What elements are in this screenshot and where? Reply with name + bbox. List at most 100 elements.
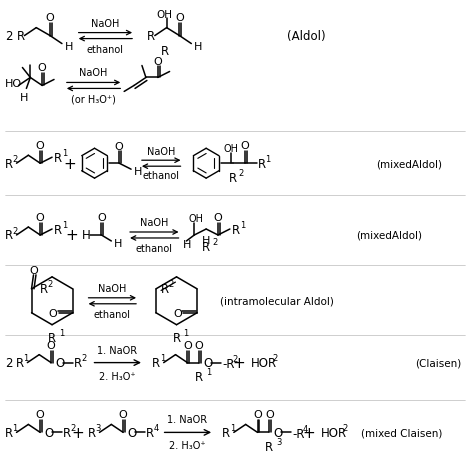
Text: 2: 2 — [273, 353, 278, 363]
Text: R: R — [48, 332, 56, 344]
Text: 2: 2 — [82, 353, 87, 363]
Text: NaOH: NaOH — [91, 19, 119, 29]
Text: 1: 1 — [265, 154, 271, 163]
Text: 1. NaOR: 1. NaOR — [167, 414, 208, 425]
Text: HOR: HOR — [251, 357, 277, 369]
Text: (mixedAldol): (mixedAldol) — [356, 231, 422, 240]
Text: O: O — [195, 340, 204, 350]
Text: O: O — [154, 56, 162, 66]
Text: R: R — [17, 30, 25, 43]
Text: +: + — [64, 156, 76, 171]
Text: O: O — [97, 213, 106, 223]
Text: 1: 1 — [240, 220, 245, 229]
Text: -R: -R — [292, 427, 305, 440]
Text: ethanol: ethanol — [135, 244, 173, 253]
Text: R: R — [5, 426, 13, 439]
Text: R: R — [5, 157, 13, 170]
Text: O: O — [173, 308, 182, 318]
Text: R: R — [229, 171, 237, 184]
Text: (mixedAldol): (mixedAldol) — [376, 159, 442, 169]
Text: ethanol: ethanol — [87, 44, 124, 55]
Text: NaOH: NaOH — [98, 283, 127, 293]
Text: R: R — [232, 223, 240, 236]
Text: ethanol: ethanol — [94, 309, 131, 319]
Text: O: O — [55, 357, 64, 369]
Text: R: R — [257, 157, 265, 170]
Text: H: H — [134, 167, 142, 177]
Text: R: R — [63, 426, 71, 439]
Text: O: O — [127, 426, 137, 439]
Text: +: + — [232, 355, 245, 370]
Text: O: O — [203, 357, 212, 369]
Text: (mixed Claisen): (mixed Claisen) — [361, 427, 442, 438]
Text: O: O — [48, 308, 57, 318]
Text: R: R — [202, 241, 210, 254]
Text: -R: -R — [222, 357, 235, 370]
Text: 1: 1 — [62, 220, 67, 229]
Text: +: + — [65, 228, 78, 243]
Text: 1: 1 — [206, 367, 211, 376]
Text: 2: 2 — [5, 30, 12, 43]
Text: 2: 2 — [212, 238, 218, 247]
Text: 3: 3 — [96, 423, 101, 432]
Text: 2: 2 — [5, 357, 12, 369]
Text: +: + — [72, 425, 84, 440]
Text: R: R — [54, 151, 62, 164]
Text: R: R — [54, 223, 62, 236]
Text: 1: 1 — [160, 353, 165, 363]
Text: O: O — [29, 265, 38, 275]
Text: 1: 1 — [230, 423, 235, 432]
Text: 2: 2 — [47, 280, 53, 289]
Text: O: O — [46, 13, 55, 23]
Text: R: R — [161, 283, 169, 296]
Text: R: R — [265, 440, 273, 453]
Text: 3: 3 — [276, 437, 282, 446]
Text: (intramolecular Aldol): (intramolecular Aldol) — [220, 296, 334, 306]
Text: R: R — [173, 332, 181, 344]
Text: R: R — [88, 426, 96, 439]
Text: O: O — [240, 141, 249, 151]
Text: HOR: HOR — [321, 426, 347, 439]
Text: NaOH: NaOH — [140, 218, 168, 227]
Text: O: O — [265, 410, 274, 419]
Text: NaOH: NaOH — [146, 147, 175, 157]
Text: O: O — [273, 426, 283, 439]
Text: 2: 2 — [343, 423, 348, 432]
Text: O: O — [44, 426, 54, 439]
Text: OH: OH — [188, 213, 203, 224]
Text: 4: 4 — [154, 423, 159, 432]
Text: (or H₃O⁺): (or H₃O⁺) — [71, 94, 116, 104]
Text: R: R — [5, 229, 13, 242]
Text: 1: 1 — [59, 328, 64, 338]
Text: HO: HO — [5, 79, 22, 89]
Text: O: O — [36, 141, 45, 151]
Text: R: R — [161, 45, 169, 58]
Text: R: R — [146, 426, 154, 439]
Text: R: R — [195, 370, 203, 383]
Text: R: R — [16, 357, 24, 369]
Text: O: O — [214, 213, 222, 223]
Text: O: O — [183, 340, 192, 350]
Text: H: H — [114, 238, 123, 249]
Text: 2: 2 — [71, 423, 76, 432]
Text: O: O — [253, 410, 262, 419]
Text: (Aldol): (Aldol) — [287, 30, 326, 43]
Text: 4: 4 — [303, 424, 308, 433]
Text: O: O — [38, 63, 46, 73]
Text: 2: 2 — [12, 226, 18, 235]
Text: H: H — [194, 42, 203, 51]
Text: O: O — [115, 142, 124, 152]
Text: 2: 2 — [239, 169, 244, 177]
Text: R: R — [74, 357, 82, 369]
Text: H: H — [82, 229, 91, 242]
Text: O: O — [36, 213, 45, 223]
Text: R: R — [152, 357, 160, 369]
Text: H: H — [182, 239, 191, 250]
Text: O: O — [119, 410, 128, 419]
Text: O: O — [175, 13, 184, 23]
Text: (Claisen): (Claisen) — [416, 358, 462, 368]
Text: O: O — [47, 340, 55, 350]
Text: H: H — [202, 236, 210, 245]
Text: R: R — [147, 30, 155, 43]
Text: 2: 2 — [12, 154, 18, 163]
